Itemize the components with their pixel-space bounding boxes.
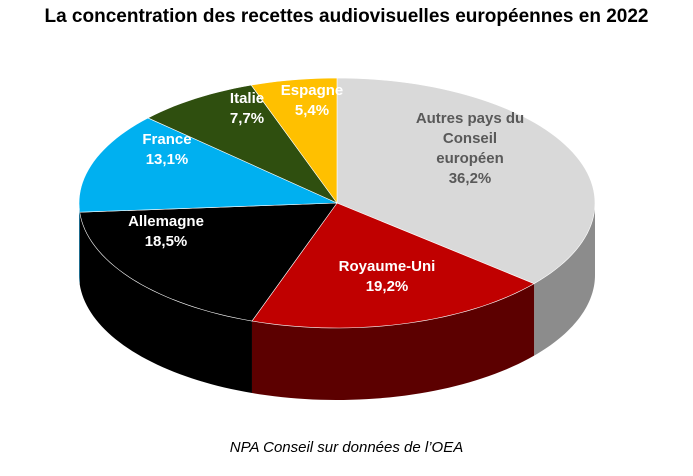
pie-slice-autres-pays-du-conseil-europ-en — [336, 77, 596, 285]
pie-side-3 — [79, 203, 80, 285]
slice-name-label: Autres pays du — [416, 110, 524, 127]
slice-label-0: Autres pays du Conseil européen 36,2% — [416, 110, 524, 187]
pie-slice-royaume-uni — [251, 202, 535, 329]
slice-label-2: Allemagne 18,5% — [128, 213, 204, 250]
slice-value-label: 13,1% — [146, 151, 189, 168]
pie-slice-france — [78, 117, 338, 213]
slice-value-label: 19,2% — [366, 278, 409, 295]
slice-name-label: Allemagne — [128, 213, 204, 230]
slice-label-4: Italie 7,7% — [230, 90, 264, 127]
slice-label-5: Espagne 5,4% — [281, 82, 344, 119]
slice-name-label: Conseil — [443, 130, 497, 147]
slice-label-1: Royaume-Uni 19,2% — [339, 258, 436, 295]
slice-name-label: France — [142, 131, 191, 148]
pie-slice-allemagne — [79, 202, 338, 322]
slice-value-label: 18,5% — [145, 233, 188, 250]
slice-value-label: 7,7% — [230, 110, 264, 127]
pie-side-1 — [251, 283, 535, 400]
slice-name-label: Royaume-Uni — [339, 258, 436, 275]
chart-source: NPA Conseil sur données de l’OEA — [229, 439, 464, 456]
pie-side-0 — [534, 203, 595, 356]
pie-sides — [79, 203, 595, 400]
pie-labels: Autres pays du Conseil européen 36,2% Royaum… — [128, 82, 524, 295]
slice-name-label: Italie — [230, 90, 264, 107]
pie-slice-espagne — [250, 77, 338, 204]
chart-title: La concentration des recettes audiovisue… — [44, 6, 649, 27]
pie-tops — [78, 77, 596, 329]
slice-name-label: européen — [436, 150, 504, 167]
slice-label-3: France 13,1% — [142, 131, 191, 168]
slice-value-label: 36,2% — [449, 170, 492, 187]
pie-slice-italie — [147, 84, 338, 204]
slice-value-label: 5,4% — [295, 102, 329, 119]
slice-name-label: Espagne — [281, 82, 344, 99]
pie-side-2 — [79, 212, 252, 394]
